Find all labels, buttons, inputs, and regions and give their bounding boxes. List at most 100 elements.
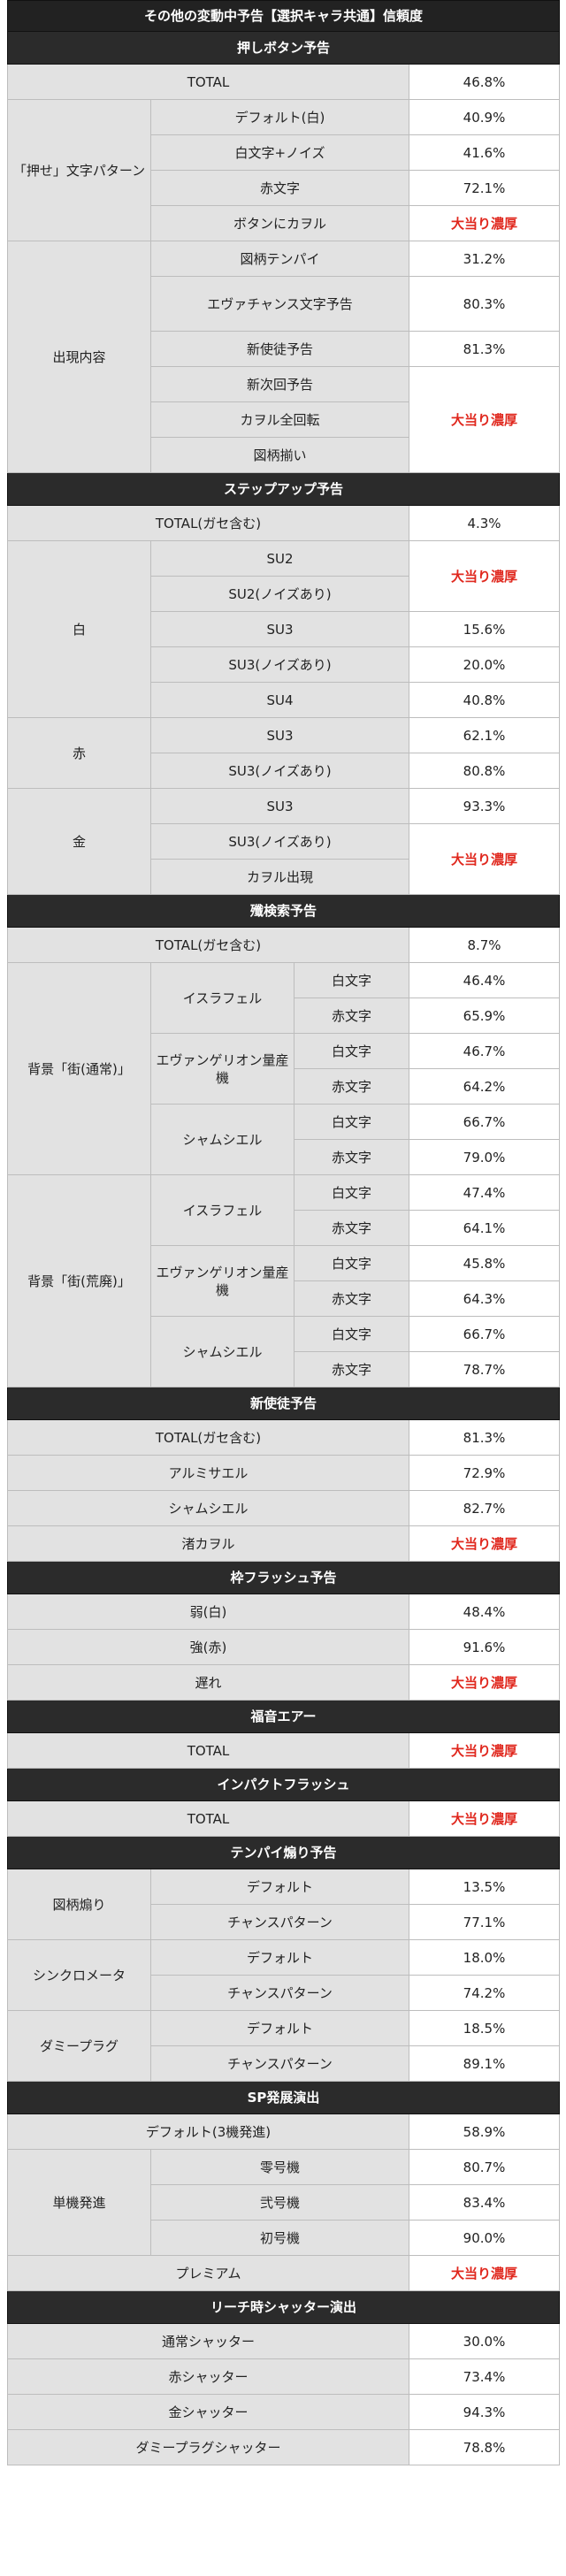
item-label: 零号機 xyxy=(150,2149,409,2185)
reliability-value: 66.7% xyxy=(408,1104,561,1140)
section-heading: 殲検索予告 xyxy=(6,894,561,928)
table-row: 新使徒予告 81.3% xyxy=(8,331,561,367)
table-row: エヴァチャンス文字予告 80.3% xyxy=(8,276,561,332)
table-row: 背景「街(荒廃)」 イスラフェル 白文字 47.4% xyxy=(7,1174,561,1387)
table-row: プレミアム 大当り濃厚 xyxy=(7,2255,561,2291)
section-heading: ステップアップ予告 xyxy=(6,472,561,506)
table-row: 金シャッター 94.3% xyxy=(7,2394,561,2430)
reliability-value: 81.3% xyxy=(408,331,561,367)
table-row: 強(赤) 91.6% xyxy=(7,1629,561,1665)
table-body: その他の変動中予告【選択キャラ共通】信頼度 押しボタン予告 TOTAL 46.8% 「… xyxy=(6,0,561,2465)
section-heading: SP発展演出 xyxy=(6,2081,561,2114)
item-label: 金シャッター xyxy=(7,2394,409,2430)
item-label: 強(赤) xyxy=(7,1629,409,1665)
item-label: エヴァチャンス文字予告 xyxy=(150,276,409,332)
item-label: カヲル全回転 xyxy=(150,401,409,438)
table-row: 初号機 90.0% xyxy=(8,2220,561,2256)
group-label: シャムシエル xyxy=(150,1316,294,1387)
group-label: エヴァンゲリオン量産機 xyxy=(150,1033,294,1105)
item-label: シャムシエル xyxy=(7,1490,409,1526)
item-label: 白文字 xyxy=(294,1033,409,1069)
reliability-value: 78.7% xyxy=(408,1351,561,1387)
item-label: 赤文字 xyxy=(294,1139,409,1175)
table-row: チャンスパターン 74.2% xyxy=(8,1975,561,2011)
section-heading: 押しボタン予告 xyxy=(6,31,561,65)
section-heading: 福音エアー xyxy=(6,1700,561,1733)
item-label: SU3(ノイズあり) xyxy=(150,646,409,683)
item-label: 赤文字 xyxy=(294,1210,409,1246)
section-heading-row: 福音エアー xyxy=(6,1700,561,1733)
item-label: 白文字+ノイズ xyxy=(150,134,409,171)
group-label: エヴァンゲリオン量産機 xyxy=(150,1245,294,1317)
item-label: 遅れ xyxy=(7,1664,409,1701)
table-row: ダミープラグ デフォルト 18.5% xyxy=(7,2010,561,2082)
table-row: 赤文字 64.1% xyxy=(8,1210,561,1246)
group-label: 赤 xyxy=(7,717,151,789)
item-label: SU3 xyxy=(150,717,409,753)
item-label: ボタンにカヲル xyxy=(150,205,409,241)
table-row: 白 SU2 大当り濃厚 xyxy=(7,540,561,718)
reliability-value: 89.1% xyxy=(408,2045,561,2082)
section-heading-row: 押しボタン予告 xyxy=(6,31,561,65)
reliability-value: 46.4% xyxy=(408,962,561,998)
reliability-value: 91.6% xyxy=(408,1629,561,1665)
table-row: シャムシエル 白文字 66.7% xyxy=(8,1316,561,1387)
reliability-value: 大当り濃厚 xyxy=(408,1800,561,1837)
table-row: 渚カヲル 大当り濃厚 xyxy=(7,1525,561,1562)
item-label: SU2 xyxy=(150,540,409,577)
item-label: 赤文字 xyxy=(294,1351,409,1387)
table-row: 図柄揃い xyxy=(8,437,560,473)
section-heading-row: 枠フラッシュ予告 xyxy=(6,1561,561,1594)
group-label: イスラフェル xyxy=(150,1174,294,1246)
table-row: TOTAL 大当り濃厚 xyxy=(7,1800,561,1837)
item-label: 弐号機 xyxy=(150,2184,409,2221)
reliability-value: 45.8% xyxy=(408,1245,561,1281)
table-row: アルミサエル 72.9% xyxy=(7,1455,561,1491)
table-row: ボタンにカヲル 大当り濃厚 xyxy=(8,205,561,241)
section-heading-row: ステップアップ予告 xyxy=(6,472,561,506)
reliability-value: 41.6% xyxy=(408,134,561,171)
item-label: TOTAL xyxy=(7,64,409,100)
reliability-value: 4.3% xyxy=(408,505,561,541)
item-label: 赤文字 xyxy=(294,1280,409,1317)
reliability-value: 40.8% xyxy=(408,682,561,718)
reliability-value: 48.4% xyxy=(408,1594,561,1630)
item-label: 新使徒予告 xyxy=(150,331,409,367)
table-row: SU3(ノイズあり) 大当り濃厚 xyxy=(8,823,561,895)
reliability-value: 18.0% xyxy=(408,1939,561,1976)
reliability-value: 74.2% xyxy=(408,1975,561,2011)
item-label: TOTAL(ガセ含む) xyxy=(7,505,409,541)
reliability-value: 58.9% xyxy=(408,2114,561,2150)
reliability-value: 62.1% xyxy=(408,717,561,753)
reliability-value: 30.0% xyxy=(408,2323,561,2359)
table-row: シンクロメータ デフォルト 18.0% xyxy=(7,1939,561,2011)
table-row: ダミープラグシャッター 78.8% xyxy=(7,2429,561,2465)
group-label: 図柄煽り xyxy=(7,1869,151,1940)
item-label: 白文字 xyxy=(294,1245,409,1281)
item-label: カヲル出現 xyxy=(150,859,409,895)
reliability-value: 31.2% xyxy=(408,241,561,277)
reliability-value: 90.0% xyxy=(408,2220,561,2256)
section-heading: 枠フラッシュ予告 xyxy=(6,1561,561,1594)
section-heading-row: 新使徒予告 xyxy=(6,1387,561,1420)
table-row: 金 SU3 93.3% xyxy=(7,788,561,895)
table-row: 弐号機 83.4% xyxy=(8,2184,561,2221)
table-row: カヲル全回転 xyxy=(8,401,560,438)
reliability-value: 82.7% xyxy=(408,1490,561,1526)
reliability-value: 64.3% xyxy=(408,1280,561,1317)
table-row: カヲル出現 xyxy=(8,859,560,895)
table-row: デフォルト(3機発進) 58.9% xyxy=(7,2114,561,2150)
table-row: TOTAL(ガセ含む) 81.3% xyxy=(7,1419,561,1456)
reliability-value: 大当り濃厚 xyxy=(408,1525,561,1562)
reliability-value: 15.6% xyxy=(408,611,561,647)
table-row: 図柄煽り デフォルト 13.5% xyxy=(7,1869,561,1940)
table-row: SU3(ノイズあり) 80.8% xyxy=(8,753,561,789)
table-row: 遅れ 大当り濃厚 xyxy=(7,1664,561,1701)
item-label: 赤シャッター xyxy=(7,2358,409,2395)
section-heading-row: SP発展演出 xyxy=(6,2081,561,2114)
item-label: 白文字 xyxy=(294,1174,409,1211)
item-label: SU4 xyxy=(150,682,409,718)
reliability-value: 78.8% xyxy=(408,2429,561,2465)
item-label: TOTAL xyxy=(7,1732,409,1769)
section-heading-row: リーチ時シャッター演出 xyxy=(6,2290,561,2324)
